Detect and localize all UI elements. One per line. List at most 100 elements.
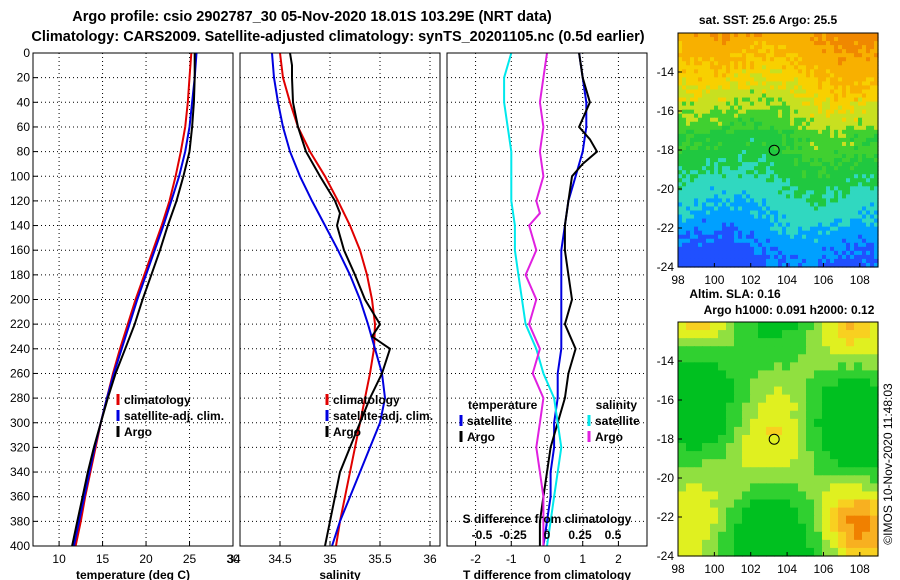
map-cell: [854, 37, 859, 42]
map-cell: [686, 370, 695, 380]
map-cell: [810, 49, 815, 54]
map-cell: [686, 186, 691, 191]
map-cell: [750, 178, 755, 183]
map-cell: [866, 81, 871, 87]
map-cell: [794, 105, 799, 111]
map-cell: [866, 105, 871, 111]
map-cell: [798, 145, 803, 151]
map-cell: [686, 113, 691, 119]
map-cell: [690, 222, 695, 228]
map-cell: [818, 242, 823, 248]
map-cell: [694, 467, 703, 476]
map-cell: [694, 386, 703, 396]
map-cell: [706, 97, 711, 103]
map-cell: [774, 198, 779, 204]
map-cell: [794, 218, 799, 224]
map-cell: [838, 137, 843, 143]
map-cell: [682, 262, 687, 268]
map-cell: [810, 150, 815, 155]
map-cell: [870, 65, 875, 70]
map-cell: [742, 262, 747, 268]
map-cell: [838, 53, 843, 58]
map-cell: [794, 101, 799, 107]
map-cell: [862, 338, 871, 347]
y-tick-label: 220: [10, 317, 30, 331]
map-cell: [710, 65, 715, 70]
map-cell: [826, 109, 831, 115]
map-cell: [710, 133, 715, 139]
map-cell: [690, 238, 695, 244]
map-cell: [682, 33, 687, 38]
map-cell: [874, 121, 879, 127]
map-cell: [730, 250, 735, 256]
map-cell: [802, 65, 807, 70]
map-cell: [870, 45, 875, 50]
map-cell: [870, 101, 875, 107]
map-cell: [718, 547, 727, 557]
map-cell: [798, 499, 807, 509]
map-cell: [746, 170, 751, 175]
map-cell: [714, 158, 719, 163]
map-cell: [874, 41, 879, 46]
map-cell: [826, 141, 831, 147]
map-cell: [678, 418, 687, 428]
y-tick-label: 360: [10, 490, 30, 504]
map-cell: [694, 426, 703, 436]
map-cell: [758, 515, 767, 525]
map-cell: [830, 246, 835, 252]
map-cell: [810, 258, 815, 264]
map-cell: [838, 218, 843, 224]
map-cell: [814, 467, 823, 476]
map-cell: [806, 491, 815, 501]
map-cell: [690, 250, 695, 256]
map-cell: [786, 77, 791, 83]
map-cell: [842, 198, 847, 204]
map-cell: [842, 133, 847, 139]
map-cell: [758, 443, 767, 452]
x-tick-label: 36: [423, 552, 437, 566]
map-cell: [830, 117, 835, 123]
map-cell: [830, 322, 839, 331]
map-cell: [758, 531, 767, 541]
map-cell: [694, 198, 699, 204]
map-cell: [862, 222, 867, 228]
map-cell: [854, 386, 863, 396]
map-cell: [822, 133, 827, 139]
map-cell: [770, 121, 775, 127]
map-cell: [806, 262, 811, 268]
map-cell: [774, 37, 779, 42]
map-cell: [862, 214, 867, 220]
map-cell: [846, 218, 851, 224]
map-cell: [770, 145, 775, 151]
map-cell: [798, 150, 803, 155]
map-cell: [718, 338, 727, 347]
map-cell: [690, 190, 695, 195]
map-cell: [834, 121, 839, 127]
map-cell: [694, 523, 703, 533]
map-cell: [738, 101, 743, 107]
map-cell: [870, 89, 875, 95]
map-cell: [766, 523, 775, 533]
map-cell: [738, 109, 743, 115]
map-cells: [678, 322, 879, 557]
map-cell: [690, 97, 695, 103]
map-cell: [802, 186, 807, 191]
map-cell: [842, 93, 847, 99]
map-cell: [862, 49, 867, 54]
map-cell: [718, 61, 723, 66]
map-cell: [786, 202, 791, 208]
map-cell: [842, 89, 847, 95]
map-cell: [774, 451, 783, 460]
map-cell: [722, 89, 727, 95]
map-cell: [682, 194, 687, 200]
map-cell: [814, 41, 819, 46]
map-cell: [746, 121, 751, 127]
map-cell: [838, 362, 847, 372]
map-cell: [734, 242, 739, 248]
map-cell: [814, 89, 819, 95]
map-cell: [742, 45, 747, 50]
map-cell: [742, 386, 751, 396]
map-cell: [742, 125, 747, 131]
map-cell: [790, 378, 799, 388]
map-cell: [706, 105, 711, 111]
